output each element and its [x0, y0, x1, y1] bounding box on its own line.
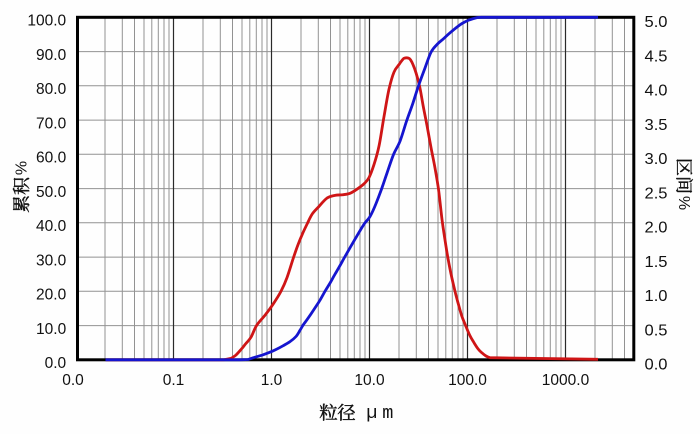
svg-text:2.0: 2.0	[645, 220, 668, 237]
svg-text:0.0: 0.0	[45, 355, 67, 372]
svg-text:100.0: 100.0	[27, 13, 66, 30]
svg-text:0.0: 0.0	[645, 357, 668, 374]
svg-text:3.0: 3.0	[645, 151, 668, 168]
svg-text:m: m	[382, 403, 393, 424]
svg-text:0.1: 0.1	[163, 372, 185, 389]
svg-text:%: %	[675, 196, 692, 210]
svg-text:30.0: 30.0	[36, 252, 67, 269]
svg-text:40.0: 40.0	[36, 218, 67, 235]
svg-text:70.0: 70.0	[36, 115, 67, 132]
svg-text:0.5: 0.5	[645, 322, 668, 339]
svg-text:1000.0: 1000.0	[542, 372, 590, 389]
svg-text:90.0: 90.0	[36, 47, 67, 64]
svg-text:10.0: 10.0	[354, 372, 385, 389]
svg-text:3.5: 3.5	[645, 117, 668, 134]
svg-text:1.5: 1.5	[645, 254, 668, 271]
svg-text:60.0: 60.0	[36, 150, 67, 167]
svg-text:80.0: 80.0	[36, 81, 67, 98]
svg-text:µ: µ	[366, 403, 377, 424]
svg-text:0.0: 0.0	[62, 372, 84, 389]
svg-text:4.0: 4.0	[645, 83, 668, 100]
svg-text:50.0: 50.0	[36, 184, 67, 201]
svg-text:2.5: 2.5	[645, 185, 668, 202]
svg-text:10.0: 10.0	[36, 321, 67, 338]
svg-text:20.0: 20.0	[36, 287, 67, 304]
svg-text:1.0: 1.0	[645, 288, 668, 305]
svg-text:5.0: 5.0	[645, 14, 668, 31]
svg-text:100.0: 100.0	[448, 372, 487, 389]
svg-text:1.0: 1.0	[261, 372, 283, 389]
svg-text:4.5: 4.5	[645, 48, 668, 65]
svg-text:%: %	[14, 161, 31, 175]
